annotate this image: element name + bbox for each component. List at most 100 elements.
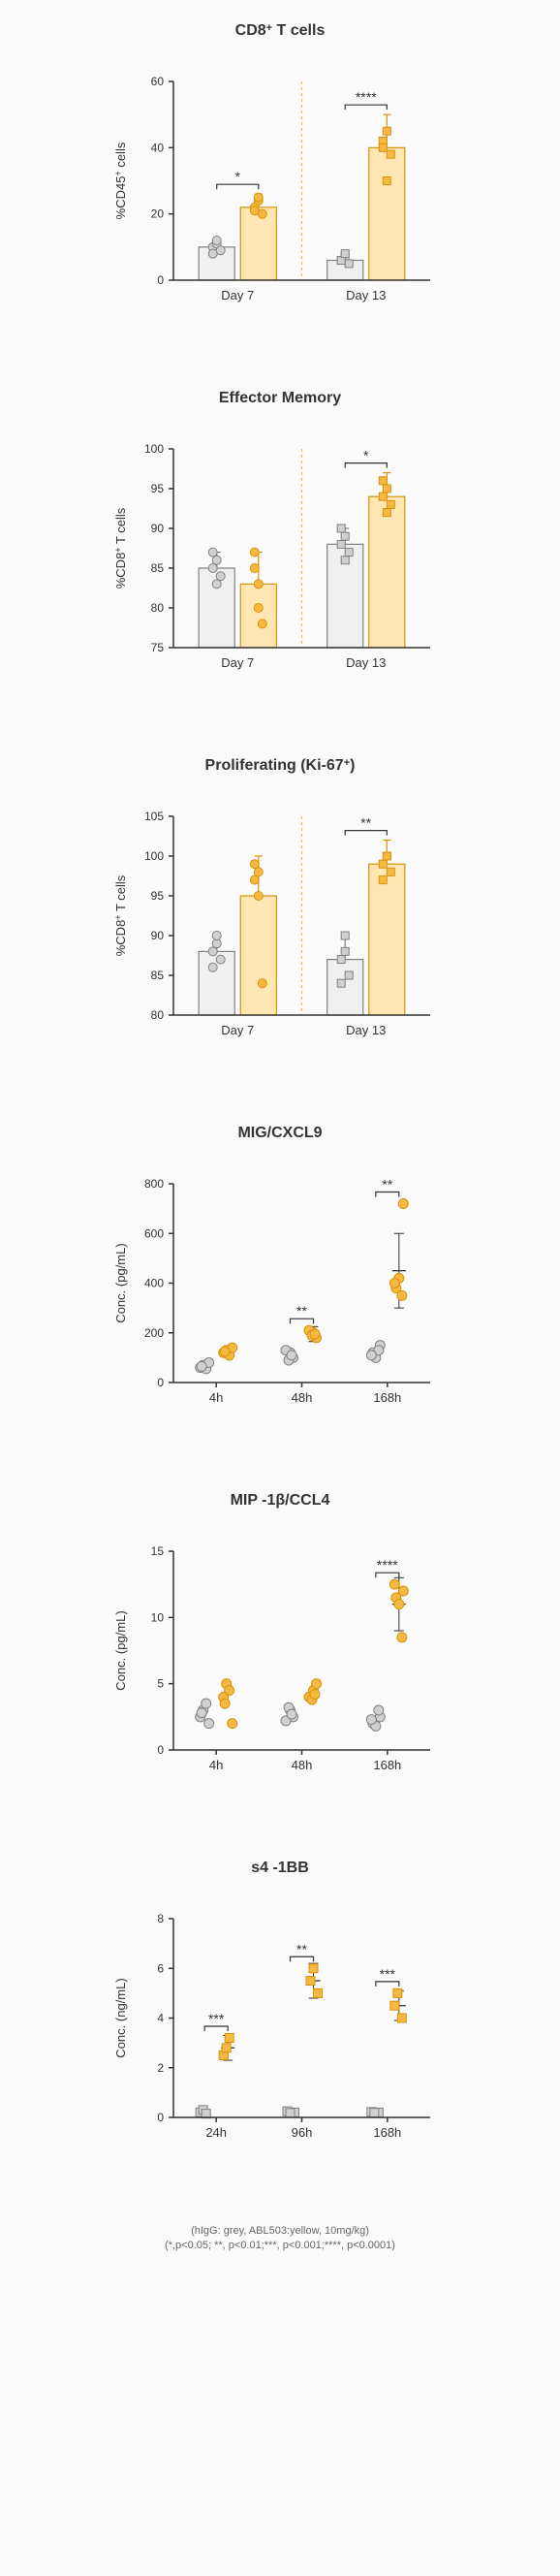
point (337, 540, 345, 548)
caption-legend: (hIgG: grey, ABL503:yellow, 10mg/kg) (29, 2224, 531, 2239)
point (310, 1690, 320, 1700)
point (387, 500, 394, 508)
point (250, 564, 259, 573)
point (216, 572, 225, 581)
svg-text:4: 4 (157, 2012, 164, 2025)
point (389, 1279, 399, 1288)
point (397, 1633, 407, 1642)
svg-text:75: 75 (151, 641, 165, 654)
point (309, 1964, 318, 1973)
point (370, 2109, 379, 2117)
point (394, 1600, 404, 1609)
svg-text:168h: 168h (373, 1390, 401, 1405)
point (383, 509, 390, 517)
point (212, 237, 221, 245)
chart-title-s41bb: s4 -1BB (29, 1857, 531, 1883)
svg-text:****: **** (356, 89, 377, 105)
point (208, 249, 217, 258)
point (254, 868, 263, 876)
point (258, 620, 266, 628)
point (387, 868, 394, 875)
svg-text:60: 60 (151, 75, 165, 88)
point (341, 532, 349, 540)
svg-text:Proliferating (Ki-67+): Proliferating (Ki-67+) (205, 757, 356, 774)
bar-yellow (240, 584, 276, 648)
svg-text:Day 13: Day 13 (346, 1023, 386, 1037)
point (345, 260, 353, 268)
point (312, 1679, 322, 1689)
svg-text:48h: 48h (292, 1758, 313, 1772)
point (250, 860, 259, 869)
svg-text:**: ** (296, 1941, 307, 1956)
svg-text:0: 0 (157, 1376, 164, 1389)
point (383, 485, 390, 493)
svg-text:Conc. (ng/mL): Conc. (ng/mL) (113, 1978, 128, 2057)
svg-text:90: 90 (151, 522, 165, 535)
point (254, 604, 263, 613)
point (390, 2001, 399, 2010)
point (387, 150, 394, 158)
point (397, 1290, 407, 1300)
svg-text:5: 5 (157, 1677, 164, 1691)
point (254, 193, 263, 202)
svg-text:4h: 4h (209, 1390, 223, 1405)
point (216, 955, 225, 964)
svg-text:Conc. (pg/mL): Conc. (pg/mL) (113, 1610, 128, 1690)
point (208, 548, 217, 557)
svg-text:90: 90 (151, 929, 165, 942)
point (197, 1361, 206, 1371)
svg-text:CD8+ T cells: CD8+ T cells (235, 22, 326, 39)
svg-text:**: ** (360, 815, 371, 831)
point (389, 1579, 399, 1589)
point (287, 1709, 296, 1719)
point (398, 1199, 408, 1209)
bar-yellow (369, 864, 405, 1015)
svg-text:24h: 24h (205, 2125, 227, 2140)
point (337, 956, 345, 964)
point (204, 1719, 214, 1729)
point (212, 580, 221, 588)
svg-text:80: 80 (151, 1008, 165, 1022)
chart-title-effmem: Effector Memory (29, 387, 531, 413)
point (258, 979, 266, 988)
point (393, 1988, 402, 1997)
point (212, 939, 221, 948)
svg-text:%CD8+ T cells: %CD8+ T cells (113, 875, 128, 956)
svg-text:105: 105 (144, 810, 164, 823)
point (379, 477, 387, 485)
svg-text:600: 600 (144, 1226, 164, 1240)
chart-title-mip: MIP -1β/CCL4 (29, 1489, 531, 1515)
chart-cd8: 0204060Day 7Day 13*****%CD45+ cells (106, 57, 454, 329)
svg-text:**: ** (296, 1303, 307, 1319)
chart-title-mig: MIG/CXCL9 (29, 1122, 531, 1148)
bar-yellow (240, 896, 276, 1015)
svg-text:100: 100 (144, 442, 164, 456)
svg-text:2: 2 (157, 2061, 164, 2075)
svg-text:MIP -1β/CCL4: MIP -1β/CCL4 (231, 1492, 330, 1509)
svg-text:20: 20 (151, 207, 165, 221)
svg-text:Day 7: Day 7 (221, 655, 254, 670)
svg-text:95: 95 (151, 889, 165, 903)
point (250, 548, 259, 557)
svg-text:40: 40 (151, 141, 165, 154)
svg-text:96h: 96h (292, 2125, 313, 2140)
point (225, 2034, 233, 2043)
svg-text:Day 7: Day 7 (221, 1023, 254, 1037)
svg-text:800: 800 (144, 1177, 164, 1191)
point (366, 1715, 376, 1725)
point (250, 875, 259, 884)
point (337, 979, 345, 987)
svg-text:*: * (235, 169, 241, 184)
point (374, 1705, 384, 1715)
svg-text:8: 8 (157, 1912, 164, 1925)
point (345, 971, 353, 979)
point (225, 1686, 234, 1696)
point (212, 932, 221, 940)
point (379, 876, 387, 884)
chart-s41bb: 0246824h96h168h********Conc. (ng/mL) (106, 1894, 454, 2166)
point (337, 525, 345, 532)
point (286, 2109, 295, 2117)
point (197, 1708, 206, 1718)
svg-text:0: 0 (157, 273, 164, 287)
svg-text:168h: 168h (373, 1758, 401, 1772)
